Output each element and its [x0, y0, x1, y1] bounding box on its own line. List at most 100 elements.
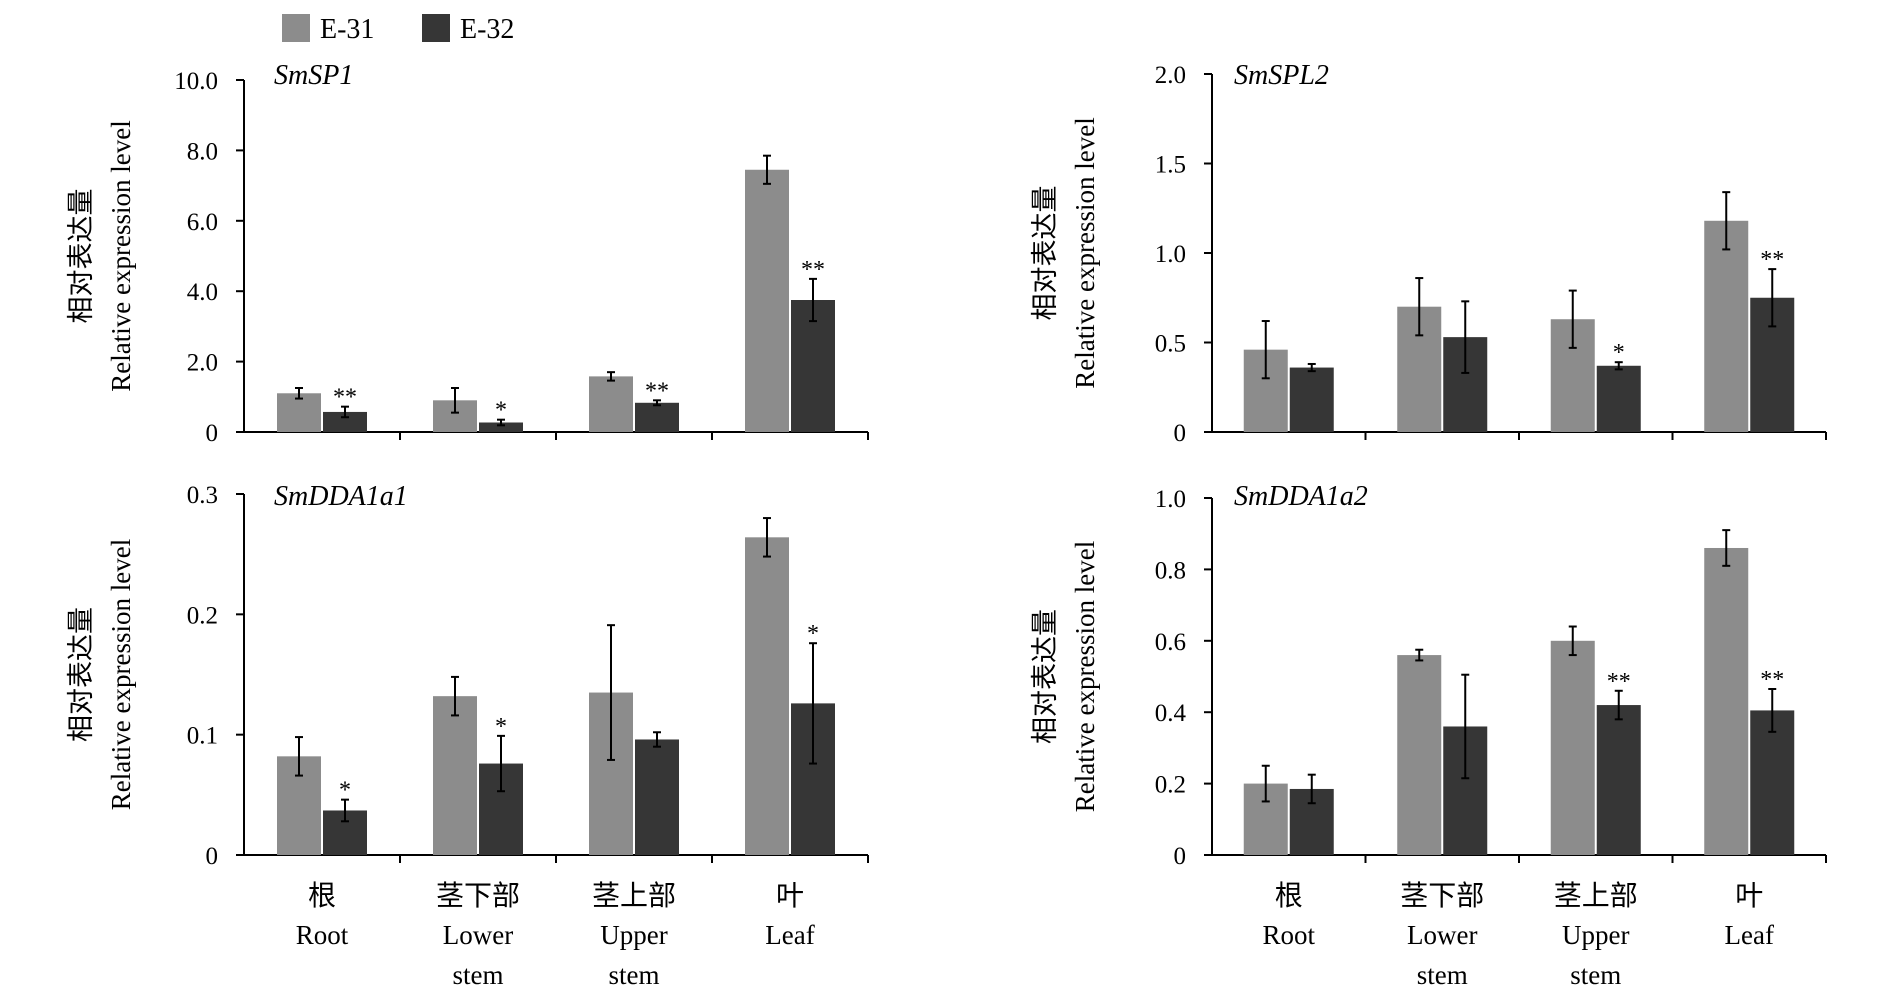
legend-label-2: E-32: [460, 14, 514, 45]
bar-e-31: [745, 169, 789, 432]
x-category-label-cn: 根: [308, 880, 336, 912]
bar-e-31: [589, 376, 633, 432]
x-category-label-en: Lower: [443, 920, 513, 950]
bar-e-31: [745, 537, 789, 855]
y-tick-label: 0.2: [1155, 772, 1186, 799]
y-axis-label-cn: 相对表达量: [1030, 609, 1060, 744]
y-tick-label: 0: [206, 420, 219, 447]
x-category-label-cn: 根: [1275, 880, 1303, 912]
y-tick-label: 8.0: [187, 138, 218, 165]
y-axis-label-cn: 相对表达量: [66, 607, 96, 742]
x-category-label-en: Upper: [1562, 920, 1629, 950]
x-category-label-cn: 茎上部: [592, 880, 676, 912]
legend: E-31 E-32: [282, 14, 514, 45]
significance-mark: **: [333, 385, 357, 411]
y-tick-label: 2.0: [1155, 62, 1186, 89]
y-tick-label: 0: [1174, 420, 1187, 447]
bar-e-32: [1750, 710, 1795, 855]
significance-mark: **: [1760, 667, 1784, 693]
y-tick-label: 10.0: [174, 68, 218, 95]
x-category-label-cn: 茎下部: [1400, 880, 1484, 912]
x-category-label-en: Root: [296, 920, 349, 950]
y-tick-label: 0.6: [1155, 629, 1186, 656]
panel-title: SmSP1: [274, 60, 353, 91]
y-axis-label-en: Relative expression level: [106, 120, 136, 391]
x-category-label-cn: 茎下部: [436, 880, 520, 912]
significance-mark: **: [1760, 247, 1784, 273]
x-category-label-en: Root: [1262, 920, 1315, 950]
y-axis-label-cn: 相对表达量: [66, 189, 96, 324]
legend-label-1: E-31: [320, 14, 374, 45]
y-tick-label: 2.0: [187, 350, 218, 377]
bar-e-31: [1397, 655, 1442, 855]
x-category-label-1: 根 Root: [296, 880, 349, 950]
y-tick-label: 4.0: [187, 279, 218, 306]
bar-e-32: [1289, 367, 1334, 432]
bar-e-32: [635, 402, 679, 432]
y-axis-label-cn: 相对表达量: [1030, 186, 1060, 321]
chart-panels: 0 2.0 4.0 6.0 8.0 10.0 SmSP1 相对表达量 Relative expr…: [66, 60, 1827, 870]
y-axis-label-en: Relative expression level: [106, 539, 136, 810]
x-category-label-4: 叶 Leaf: [1725, 881, 1774, 950]
y-axis-label-en: Relative expression level: [1070, 117, 1100, 388]
panel-title: SmDDA1a2: [1234, 481, 1368, 512]
x-category-label-1: 根 Root: [1262, 880, 1315, 950]
x-category-label-cn: 叶: [1735, 881, 1763, 912]
bar-e-32: [635, 739, 679, 855]
x-category-label-2: 茎下部 Lower stem: [1400, 880, 1484, 990]
significance-mark: *: [495, 398, 507, 424]
x-category-label-3: 茎上部 Upper stem: [1554, 880, 1638, 990]
significance-mark: **: [801, 257, 825, 283]
y-tick-label: 0.4: [1155, 700, 1187, 727]
significance-mark: *: [1613, 340, 1625, 366]
x-category-label-cn: 茎上部: [1554, 880, 1638, 912]
significance-mark: *: [339, 778, 351, 804]
y-tick-label: 1.5: [1155, 152, 1186, 179]
y-tick-label: 1.0: [1155, 486, 1186, 513]
x-category-label-cn: 叶: [776, 881, 804, 912]
significance-mark: *: [807, 621, 819, 647]
x-category-label-en: Leaf: [1725, 920, 1774, 950]
y-tick-label: 0.1: [187, 723, 218, 750]
legend-swatch-2: [422, 14, 450, 42]
bar-e-31: [277, 393, 321, 432]
x-category-label-en: stem: [453, 960, 504, 990]
chart-panel-1: 0 2.0 4.0 6.0 8.0 10.0 SmSP1 相对表达量 Relative expr…: [66, 60, 869, 447]
legend-swatch-1: [282, 14, 310, 42]
significance-mark: *: [495, 714, 507, 740]
significance-mark: **: [645, 378, 669, 404]
bar-e-32: [1596, 705, 1641, 855]
bar-e-31: [1550, 640, 1595, 855]
x-category-label-en: Lower: [1407, 920, 1477, 950]
panel-title: SmDDA1a1: [274, 481, 408, 512]
bar-e-32: [323, 411, 367, 432]
x-category-label-4: 叶 Leaf: [765, 881, 814, 950]
y-tick-label: 6.0: [187, 209, 218, 236]
y-tick-label: 0.2: [187, 602, 218, 629]
chart-panel-3: 0 0.1 0.2 0.3 SmDDA1a1 相对表达量 Relative expressi…: [66, 481, 869, 870]
bar-e-32: [479, 422, 523, 432]
y-tick-label: 0: [206, 843, 219, 870]
bar-e-31: [1704, 220, 1749, 432]
y-tick-label: 1.0: [1155, 241, 1186, 268]
bar-e-31: [433, 696, 477, 855]
chart-panel-2: 0 0.5 1.0 1.5 2.0 SmSPL2 相对表达量 Relative express…: [1030, 60, 1827, 447]
panel-title: SmSPL2: [1234, 60, 1329, 91]
y-tick-label: 0.5: [1155, 331, 1186, 358]
x-axis-category-labels: 根 Root 茎下部 Lower stem 茎上部 Upper stem 叶 Leaf 根 Root 茎…: [296, 880, 1774, 990]
x-category-label-en: stem: [609, 960, 660, 990]
y-tick-label: 0: [1174, 843, 1187, 870]
bar-e-31: [1704, 547, 1749, 855]
chart-panel-4: 0 0.2 0.4 0.6 0.8 1.0 SmDDA1a2 相对表达量 Relative ex…: [1030, 481, 1827, 870]
y-tick-label: 0.8: [1155, 557, 1186, 584]
x-category-label-en: stem: [1570, 960, 1621, 990]
x-category-label-en: Leaf: [765, 920, 814, 950]
x-category-label-2: 茎下部 Lower stem: [436, 880, 520, 990]
y-tick-label: 0.3: [187, 482, 218, 509]
x-category-label-en: Upper: [600, 920, 667, 950]
x-category-label-en: stem: [1417, 960, 1468, 990]
y-axis-label-en: Relative expression level: [1070, 541, 1100, 812]
x-category-label-3: 茎上部 Upper stem: [592, 880, 676, 990]
significance-mark: **: [1607, 669, 1631, 695]
